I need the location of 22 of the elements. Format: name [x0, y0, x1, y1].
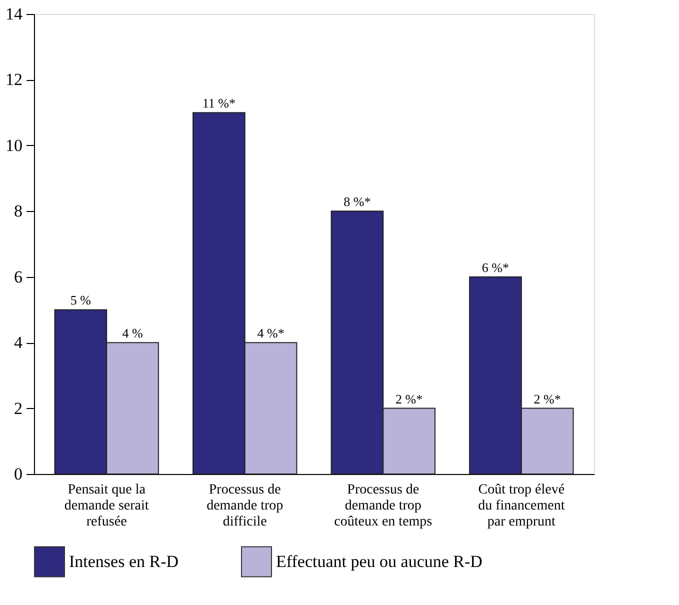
y-tick-label: 10	[6, 136, 22, 155]
legend-label: Effectuant peu ou aucune R-D	[276, 552, 482, 571]
x-tick-label: Pensait que la demande serait refusée	[64, 482, 149, 530]
data-label: 4 %	[122, 326, 143, 341]
y-tick-label: 8	[14, 202, 22, 221]
x-tick-label: Processus de demande trop difficile	[206, 482, 284, 530]
data-label: 6 %*	[482, 260, 510, 275]
legend-label: Intenses en R-D	[69, 552, 179, 571]
data-label: 4 %*	[257, 326, 284, 341]
y-tick-label: 4	[14, 333, 23, 352]
y-tick-label: 6	[14, 267, 22, 286]
y-tick-label: 12	[6, 70, 22, 90]
data-label: 8 %*	[344, 194, 371, 210]
data-label: 2 %*	[534, 391, 561, 406]
x-tick-label: Coût trop élevé du financement par emprunt	[478, 482, 565, 530]
data-label: 11 %*	[202, 96, 236, 111]
x-tick-label: Processus de demande trop coûteux en temps	[334, 482, 432, 530]
y-tick-label: 0	[14, 464, 22, 484]
data-label: 2 %*	[396, 391, 423, 406]
y-tick-label: 14	[6, 4, 23, 24]
data-label: 5 %	[70, 292, 92, 308]
y-tick-label: 2	[14, 398, 22, 418]
